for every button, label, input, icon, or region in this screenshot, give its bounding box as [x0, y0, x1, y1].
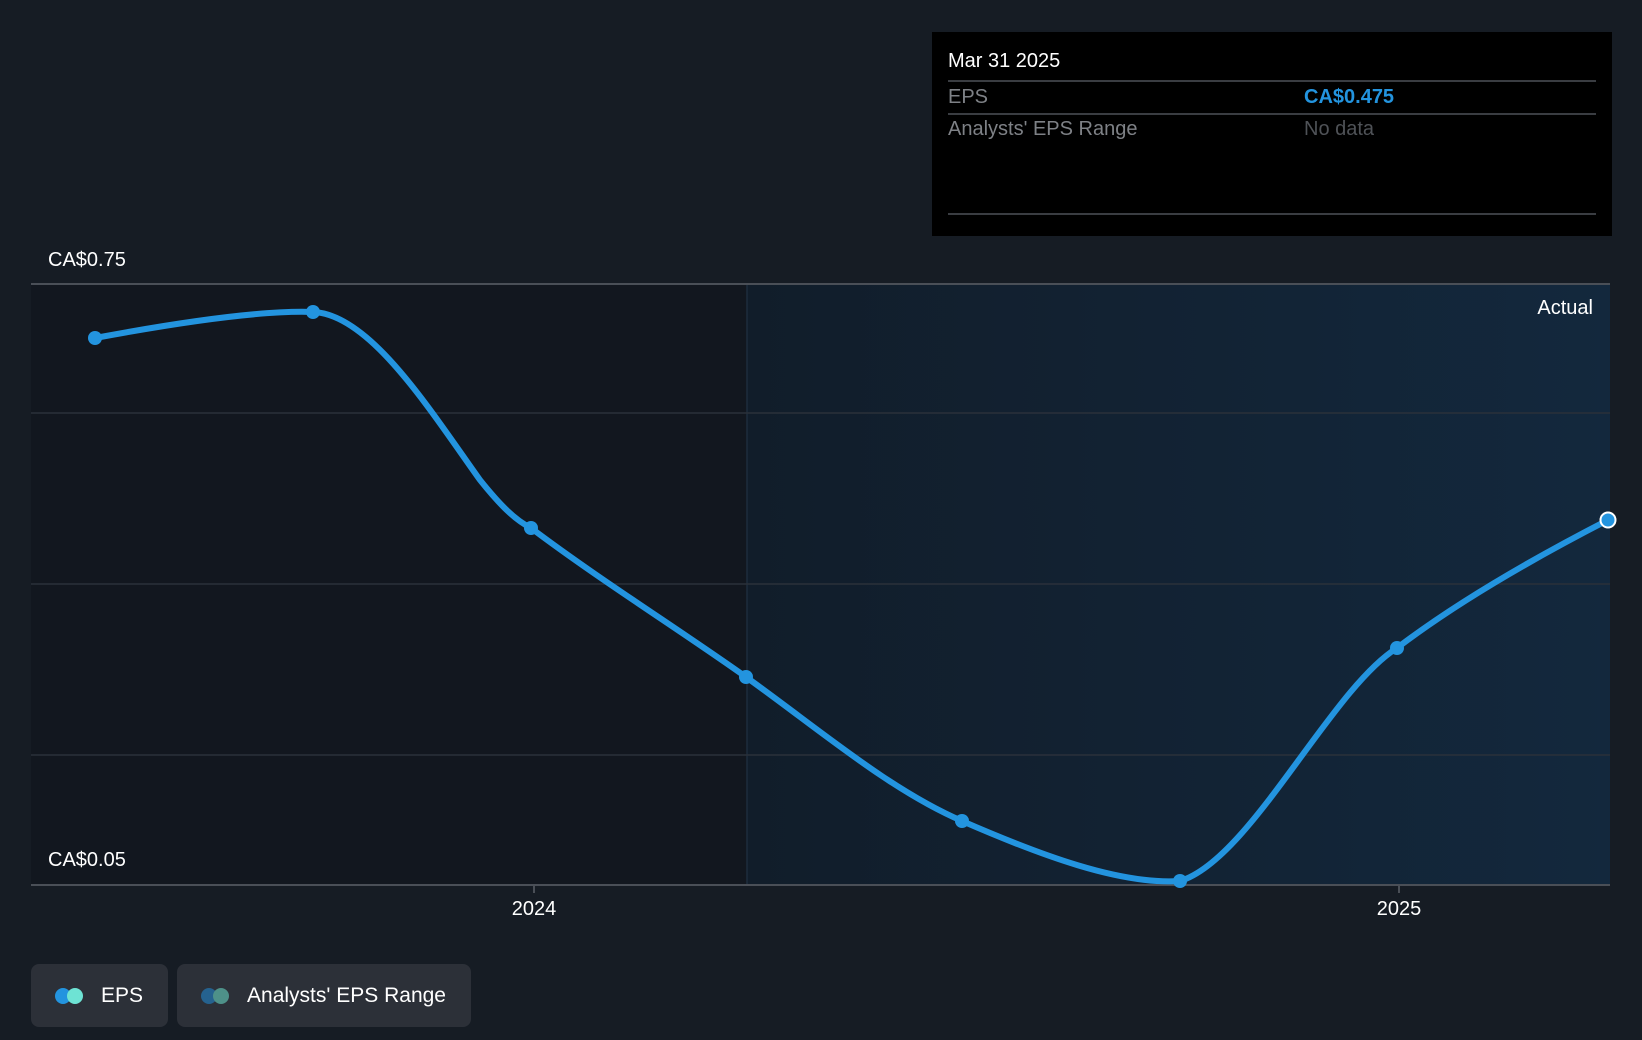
tooltip-analysts-range-label: Analysts' EPS Range	[948, 118, 1138, 140]
tooltip: Mar 31 2025 EPS CA$0.475 Analysts' EPS R…	[932, 32, 1612, 236]
y-axis-bottom-label: CA$0.05	[48, 849, 126, 871]
eps-point[interactable]	[955, 814, 969, 828]
eps-line	[92, 308, 1611, 885]
eps-point[interactable]	[1390, 641, 1404, 655]
tooltip-analysts-range-value: No data	[1304, 118, 1375, 140]
tooltip-date: Mar 31 2025	[948, 32, 1596, 82]
legend-label-analysts-eps-range: Analysts' EPS Range	[247, 983, 446, 1007]
tooltip-row-analysts-range: Analysts' EPS Range No data	[948, 115, 1596, 215]
tooltip-eps-value: CA$0.475	[1304, 86, 1395, 108]
eps-point[interactable]	[1173, 874, 1187, 888]
actual-region-label: Actual	[1537, 297, 1593, 319]
eps-point[interactable]	[306, 305, 320, 319]
y-axis-top-label: CA$0.75	[48, 249, 126, 271]
legend-label-eps: EPS	[101, 983, 144, 1007]
eps-series-icon	[55, 987, 85, 1004]
legend-item-analysts-eps-range[interactable]: Analysts' EPS Range	[177, 964, 471, 1027]
tooltip-eps-label: EPS	[948, 86, 989, 108]
x-axis-label-2024: 2024	[511, 898, 557, 920]
legend-item-eps[interactable]: EPS	[31, 964, 169, 1027]
eps-point[interactable]	[88, 331, 102, 345]
eps-point[interactable]	[524, 521, 538, 535]
x-axis-label-2025: 2025	[1376, 898, 1422, 920]
legend: EPS Analysts' EPS Range	[31, 964, 471, 1027]
tooltip-row-eps: EPS CA$0.475	[948, 82, 1596, 115]
eps-point-highlighted[interactable]	[1599, 511, 1617, 529]
eps-point[interactable]	[739, 670, 753, 684]
analysts-range-series-icon	[201, 987, 231, 1004]
